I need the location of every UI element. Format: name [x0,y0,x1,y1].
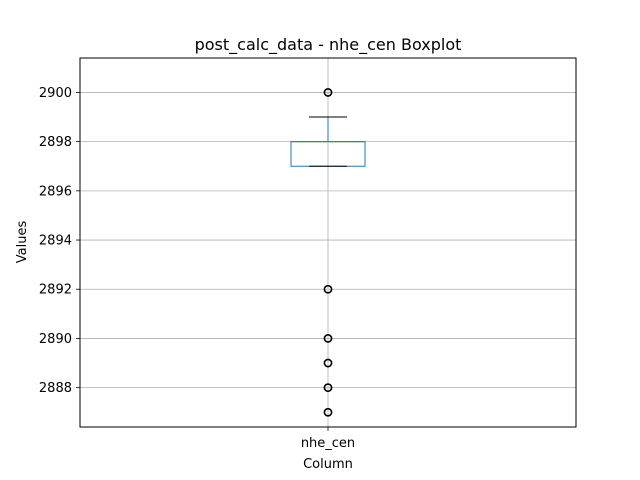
chart-title: post_calc_data - nhe_cen Boxplot [195,35,462,55]
x-axis-title: Column [303,457,353,472]
outlier-point [323,358,333,368]
y-axis-title: Values [15,221,30,264]
y-tick-label: 2888 [39,381,72,396]
y-tick-label: 2896 [39,184,72,199]
box-layer [290,88,366,417]
outlier-point [323,284,333,294]
y-tick-label: 2900 [39,86,72,101]
x-tick-label: nhe_cen [301,436,355,451]
outlier-point [323,88,333,97]
y-tick-label: 2898 [39,135,72,150]
axis-layer: 2888 2890 2892 2894 2896 2898 2900 nhe_cen [39,86,355,451]
y-tick-label: 2890 [39,332,72,347]
outlier-point [323,383,333,393]
outlier-point [323,334,333,343]
outlier-point [323,407,333,417]
y-tick-label: 2894 [39,234,72,249]
y-tick-label: 2892 [39,283,72,298]
